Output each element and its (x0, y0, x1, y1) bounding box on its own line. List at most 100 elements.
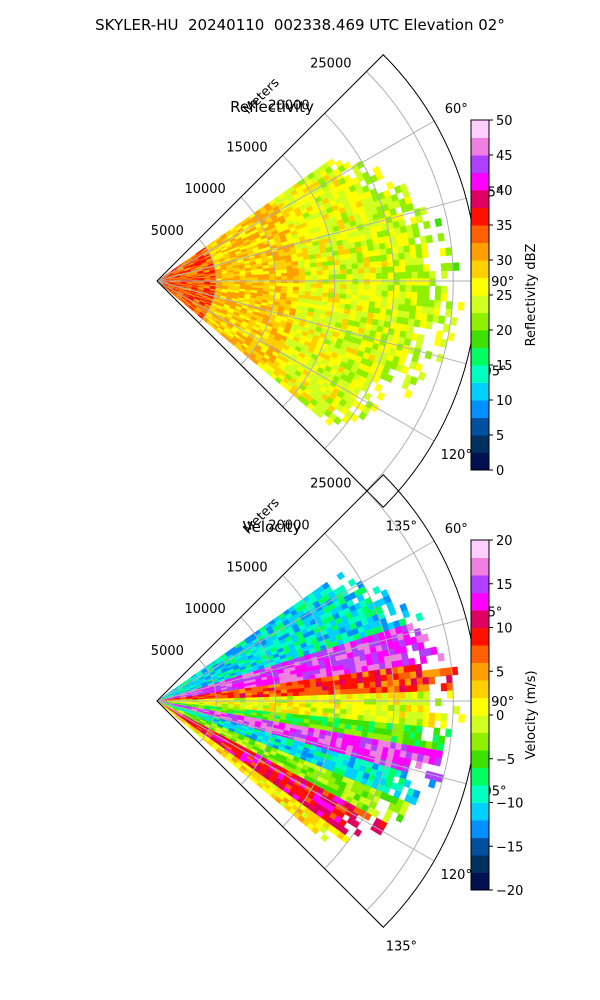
radar-cell (423, 278, 430, 286)
radar-cell (345, 258, 353, 265)
radar-cell (298, 687, 306, 693)
radar-cell (350, 719, 358, 726)
radar-cell (393, 698, 401, 706)
radar-cell (281, 699, 288, 704)
radar-cell (345, 263, 353, 270)
radar-cell (316, 686, 323, 692)
radar-cell (316, 275, 324, 280)
radar-cell (327, 712, 335, 719)
radar-cell (387, 704, 395, 712)
radar-cell (347, 578, 357, 587)
radar-cell (269, 279, 276, 284)
radar-cell (281, 692, 288, 697)
radial-tick-label: 20000 (268, 518, 309, 533)
radar-cell (369, 715, 376, 723)
radar-cell (415, 250, 423, 259)
radar-cell (409, 725, 417, 733)
radar-cell (292, 272, 300, 277)
radar-cell (408, 237, 416, 246)
radar-cell (322, 694, 330, 700)
radar-cell (440, 713, 448, 722)
radar-cell (397, 666, 405, 674)
radar-cell (346, 704, 353, 710)
radar-cell (423, 705, 430, 714)
radar-cell (340, 699, 347, 705)
radar-cell (334, 274, 341, 280)
radar-cell (251, 277, 258, 281)
radar-cell (405, 711, 412, 719)
radar-cell (416, 712, 424, 720)
radar-cell (369, 704, 377, 711)
colorbar-tick-label: 15 (496, 578, 513, 593)
radar-cell (326, 256, 334, 262)
radar-cell (320, 833, 329, 843)
radar-cell (334, 279, 341, 285)
radar-cell (384, 373, 394, 383)
radar-cell (367, 244, 375, 252)
radar-cell (369, 267, 377, 274)
radar-cell (269, 273, 276, 278)
radar-cell (435, 698, 442, 707)
colorbar-segment (471, 120, 489, 138)
radar-cell (387, 680, 394, 688)
colorbar-segment (471, 155, 489, 173)
radar-cell (344, 298, 352, 306)
radar-cell (345, 678, 353, 685)
radar-cell (387, 278, 395, 286)
radar-cell (368, 301, 376, 308)
radar-cell (310, 266, 317, 272)
radar-cell (257, 702, 264, 706)
radar-cell (327, 680, 335, 687)
radar-cell (417, 371, 427, 381)
radar-cell (373, 249, 381, 257)
radar-cell (293, 699, 300, 704)
radar-cell (257, 694, 264, 698)
radar-cell (275, 696, 282, 701)
radar-cell (322, 690, 329, 696)
radar-cell (376, 391, 386, 401)
radar-cell (310, 707, 318, 713)
radar-cell (321, 681, 329, 687)
radar-cell (423, 691, 430, 699)
radial-tick-label: 5000 (151, 644, 184, 659)
radar-cell (430, 646, 438, 656)
radar-cell (381, 272, 389, 280)
radar-cell (379, 728, 387, 736)
radar-cell (304, 707, 312, 712)
radar-cell (345, 683, 353, 690)
radar-cell (281, 279, 288, 284)
radar-cell (334, 694, 341, 700)
radar-cell (364, 698, 371, 705)
radar-cell (368, 255, 376, 263)
radar-cell (426, 313, 434, 323)
radar-cell (227, 278, 235, 281)
radar-cell (363, 687, 371, 694)
azimuth-tick-label: 135° (386, 939, 417, 954)
colorbar-segment (471, 347, 489, 366)
radar-cell (427, 669, 435, 678)
radar-cell (334, 699, 341, 705)
radar-cell (358, 273, 365, 280)
radar-cell (364, 693, 371, 700)
radar-cell (387, 686, 395, 694)
colorbar-segment (471, 400, 489, 418)
radar-cell (293, 695, 300, 701)
radar-cell (344, 718, 352, 726)
radar-cell (414, 243, 423, 252)
radar-cell (362, 300, 370, 308)
radar-cell (293, 279, 300, 284)
radar-cell (411, 684, 418, 693)
radar-cell (411, 705, 418, 713)
radar-cell (364, 284, 371, 291)
radar-cell (415, 612, 424, 622)
radar-cell (405, 265, 412, 273)
radar-cell (417, 271, 424, 279)
colorbar-segment (471, 435, 489, 453)
radar-cell (339, 259, 347, 266)
radar-cell (304, 283, 312, 288)
radar-cell (373, 663, 381, 671)
radar-cell (339, 718, 346, 725)
radar-cell (352, 284, 359, 290)
radar-cell (381, 266, 389, 274)
radar-cell (416, 677, 424, 686)
